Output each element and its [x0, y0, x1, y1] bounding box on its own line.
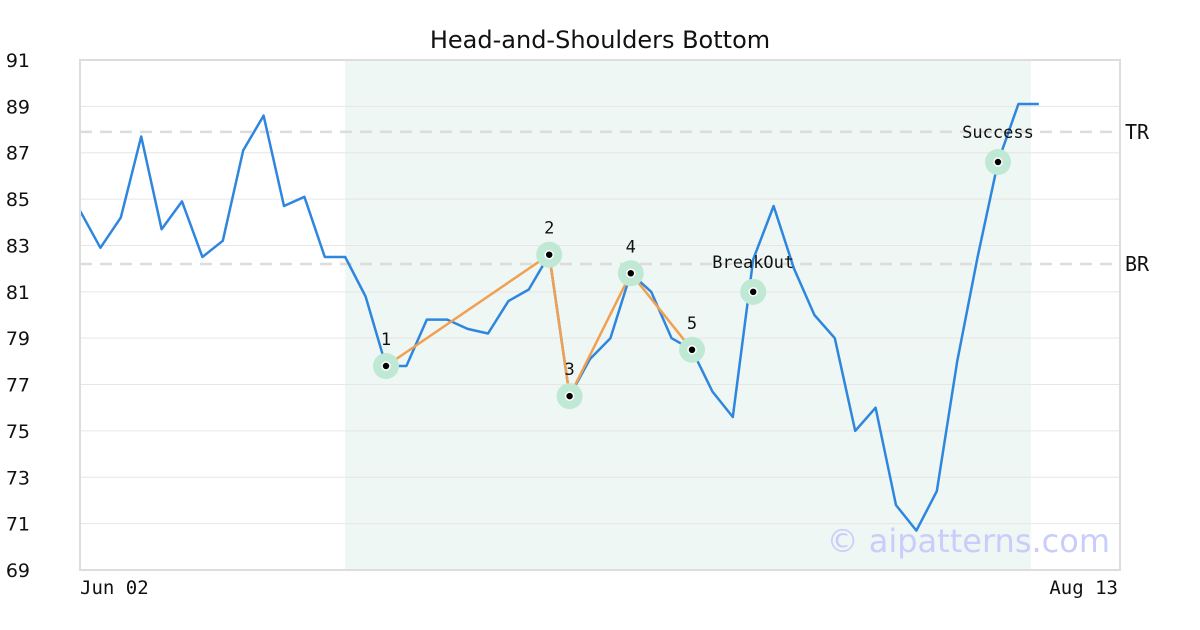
pattern-point-2-point [544, 249, 554, 260]
y-tick-label: 89 [6, 96, 30, 118]
pattern-point-label: 1 [381, 330, 391, 350]
pattern-point-label: 5 [687, 314, 697, 334]
watermark: © aipatterns.com [827, 522, 1110, 560]
y-tick-label: 69 [6, 560, 30, 582]
y-tick-label: 79 [6, 328, 30, 350]
y-tick-label: 87 [6, 143, 30, 165]
plot-frame [79, 59, 1121, 571]
y-tick-label: 83 [6, 235, 30, 257]
y-tick-label: 85 [6, 189, 30, 211]
annotation-label-breakout: BreakOut [712, 253, 794, 273]
annotation-breakout-point [748, 287, 758, 297]
chart-title: Head-and-Shoulders Bottom [430, 26, 770, 54]
x-tick-label: Aug 13 [1049, 577, 1118, 599]
y-tick-label: 77 [6, 375, 30, 397]
level-label-br: BR [1125, 252, 1150, 276]
y-tick-label: 75 [6, 421, 30, 443]
annotation-success-point [993, 157, 1003, 167]
pattern-point-label: 3 [564, 360, 574, 380]
pattern-point-4-point [626, 268, 636, 279]
y-tick-label: 71 [6, 514, 30, 536]
y-tick-label: 81 [6, 282, 30, 304]
pattern-point-1-point [381, 361, 391, 371]
y-tick-label: 91 [6, 50, 30, 72]
pattern-point-3-point [564, 391, 575, 401]
x-tick-label: Jun 02 [80, 577, 149, 599]
y-tick-label: 73 [6, 467, 30, 489]
pattern-point-label: 4 [626, 237, 636, 257]
pattern-point-label: 2 [544, 219, 554, 239]
pattern-point-5-point [687, 345, 697, 355]
level-label-tr: TR [1125, 120, 1150, 144]
annotation-label-success: Success [962, 123, 1034, 143]
